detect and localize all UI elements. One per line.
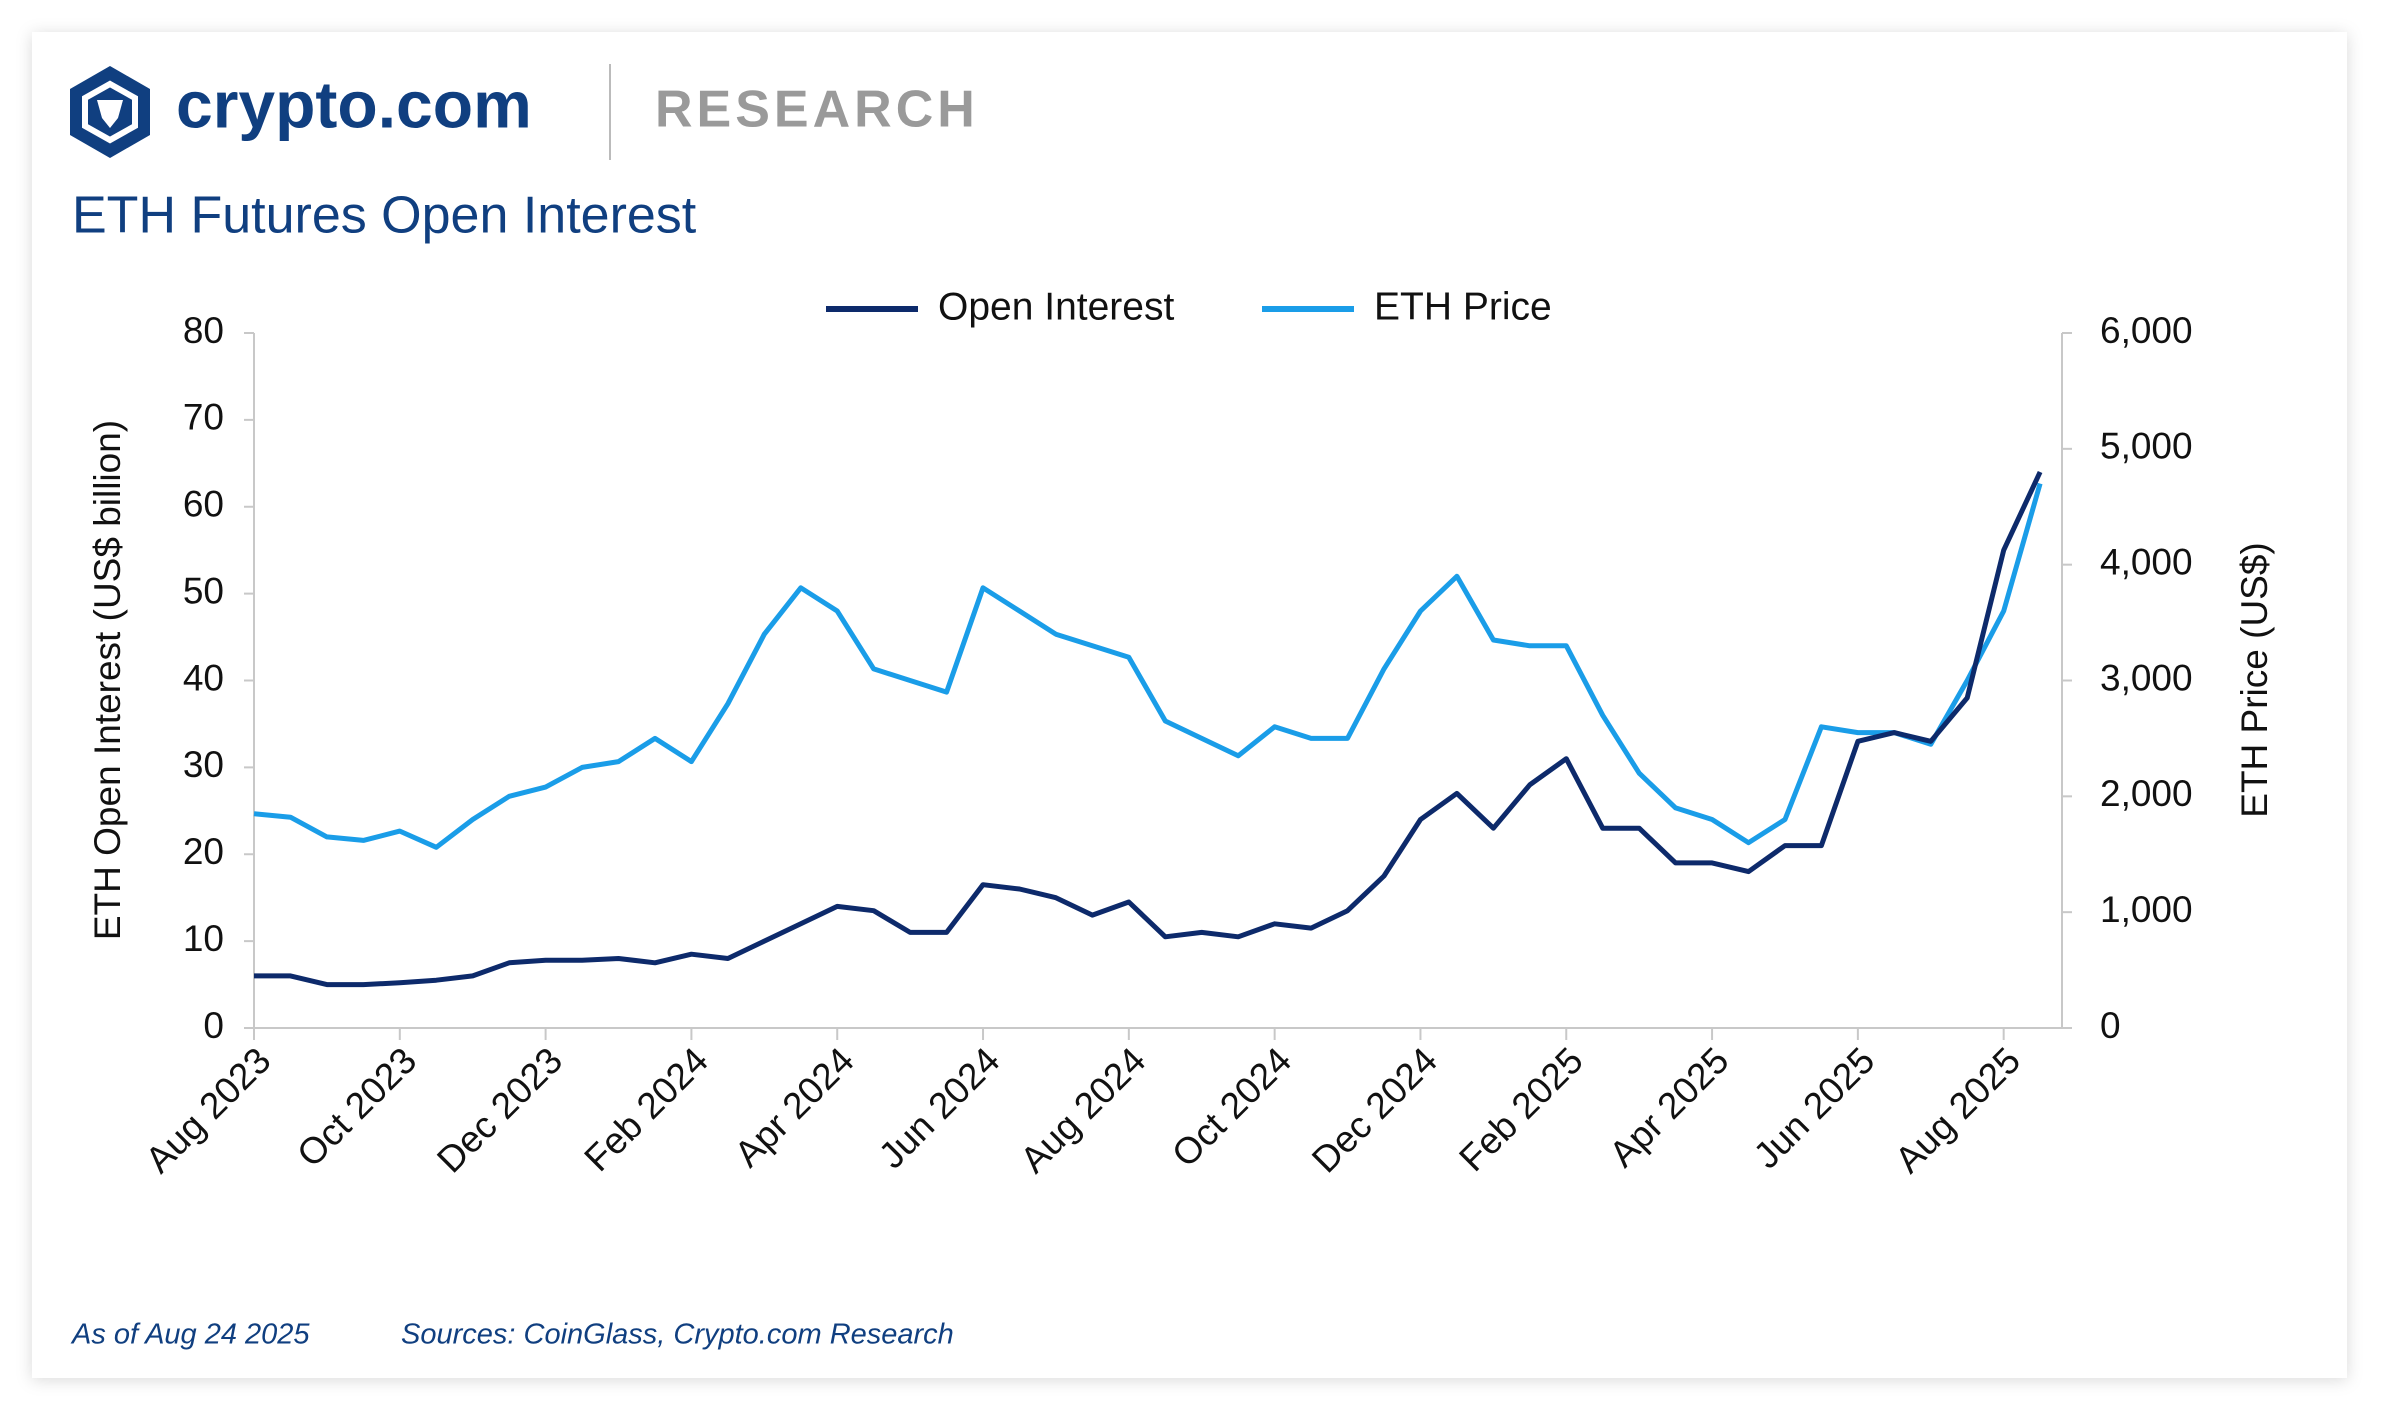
y2-tick-label: 6,000 (2100, 310, 2193, 351)
logo (70, 66, 150, 158)
y-tick-label: 50 (183, 570, 224, 611)
chart-title: ETH Futures Open Interest (72, 187, 697, 245)
y-tick-label: 60 (183, 484, 224, 525)
legend-label: Open Interest (938, 285, 1174, 328)
y-tick-label: 70 (183, 397, 224, 438)
y2-tick-label: 0 (2100, 1005, 2121, 1046)
y2-tick-label: 3,000 (2100, 657, 2193, 698)
note: As of Aug 24 2025 (70, 1319, 310, 1351)
y2-tick-label: 1,000 (2100, 889, 2193, 930)
y-tick-label: 30 (183, 744, 224, 785)
y2-axis-label: ETH Price (US$) (2234, 542, 2275, 817)
brand: crypto.com (176, 67, 532, 141)
source: Sources: CoinGlass, Crypto.com Research (401, 1319, 954, 1351)
y2-tick-label: 2,000 (2100, 773, 2193, 814)
legend-label: ETH Price (1374, 285, 1552, 328)
y2-tick-label: 5,000 (2100, 426, 2193, 467)
y-tick-label: 80 (183, 310, 224, 351)
y-tick-label: 40 (183, 657, 224, 698)
y-tick-label: 0 (203, 1005, 224, 1046)
y-tick-label: 10 (183, 918, 224, 959)
y-axis-label: ETH Open Interest (US$ billion) (87, 420, 128, 940)
series-line (254, 470, 2043, 988)
section: RESEARCH (655, 81, 979, 139)
y2-tick-label: 4,000 (2100, 541, 2193, 582)
y-tick-label: 20 (183, 831, 224, 872)
series-line (253, 482, 2043, 850)
